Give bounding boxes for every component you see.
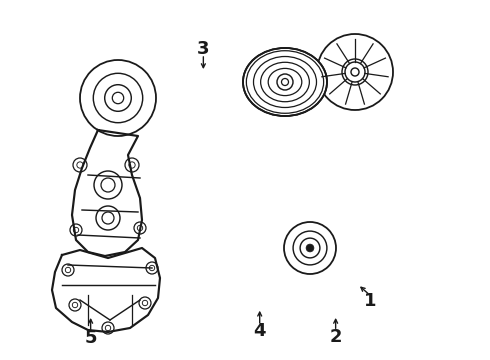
Circle shape [73,302,78,308]
Circle shape [62,264,74,276]
Circle shape [149,265,155,271]
Circle shape [317,34,393,110]
Circle shape [77,162,83,168]
Circle shape [93,73,143,123]
Circle shape [102,212,114,224]
Circle shape [306,244,314,252]
Text: 3: 3 [197,40,210,58]
Ellipse shape [277,74,293,90]
Ellipse shape [243,48,327,116]
Circle shape [112,92,123,104]
Circle shape [129,162,135,168]
Circle shape [137,225,143,231]
Circle shape [105,85,131,111]
Circle shape [146,262,158,274]
Circle shape [65,267,71,273]
Circle shape [73,158,87,172]
Circle shape [300,238,320,258]
Circle shape [342,59,368,85]
Circle shape [74,227,79,233]
Text: 4: 4 [253,322,266,340]
Circle shape [142,300,147,306]
Circle shape [102,322,114,334]
Text: 5: 5 [84,329,97,347]
Circle shape [105,325,111,331]
Circle shape [345,62,365,82]
Circle shape [139,297,151,309]
Text: 2: 2 [329,328,342,346]
Circle shape [94,171,122,199]
Circle shape [284,222,336,274]
Circle shape [69,299,81,311]
Circle shape [293,231,327,265]
Circle shape [96,206,120,230]
Circle shape [134,222,146,234]
Text: 1: 1 [364,292,376,310]
Circle shape [125,158,139,172]
Circle shape [80,60,156,136]
Circle shape [70,224,82,236]
Circle shape [101,178,115,192]
